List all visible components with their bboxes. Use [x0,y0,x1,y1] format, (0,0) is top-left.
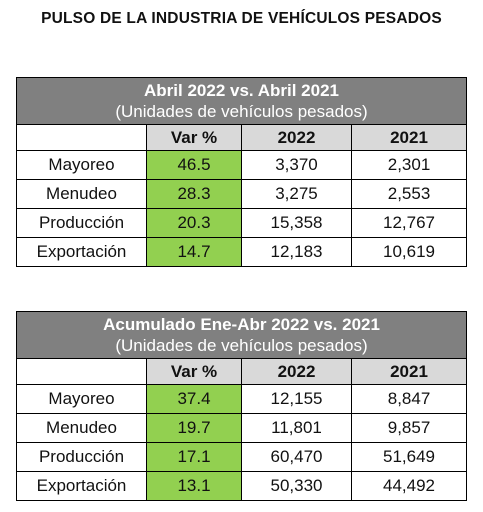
value-2021: 2,553 [350,179,468,209]
column-header-2021: 2021 [350,358,468,385]
table-row: Producción 20.3 15,358 12,767 [16,208,468,238]
row-label: Producción [16,442,147,472]
row-label: Menudeo [16,413,147,443]
value-2022: 60,470 [241,442,352,472]
column-header-2022: 2022 [241,358,352,385]
value-2021: 2,301 [350,150,468,180]
monthly-comparison-table: Abril 2022 vs. Abril 2021 (Unidades de v… [15,77,468,267]
table-row: Mayoreo 46.5 3,370 2,301 [16,150,468,180]
table-title: Acumulado Ene-Abr 2022 vs. 2021 [103,315,380,334]
value-2021: 12,767 [350,208,468,238]
table-subtitle: (Unidades de vehículos pesados) [115,336,368,355]
var-value: 17.1 [146,442,242,472]
value-2021: 44,492 [350,471,468,501]
column-header-row: Var % 2022 2021 [16,358,468,385]
table-header: Acumulado Ene-Abr 2022 vs. 2021 (Unidade… [15,311,468,359]
table-title: Abril 2022 vs. Abril 2021 [144,81,339,100]
column-header-2021: 2021 [350,124,468,151]
table-row: Mayoreo 37.4 12,155 8,847 [16,384,468,414]
value-2022: 15,358 [241,208,352,238]
var-value: 37.4 [146,384,242,414]
value-2022: 3,370 [241,150,352,180]
var-value: 13.1 [146,471,242,501]
row-label: Menudeo [16,179,147,209]
column-header-blank [16,358,147,385]
row-label: Mayoreo [16,150,147,180]
value-2022: 3,275 [241,179,352,209]
value-2021: 9,857 [350,413,468,443]
value-2022: 50,330 [241,471,352,501]
table-row: Menudeo 19.7 11,801 9,857 [16,413,468,443]
value-2021: 10,619 [350,237,468,267]
table-subtitle: (Unidades de vehículos pesados) [115,102,368,121]
column-header-var: Var % [146,358,242,385]
var-value: 14.7 [146,237,242,267]
column-header-2022: 2022 [241,124,352,151]
page-title: PULSO DE LA INDUSTRIA DE VEHÍCULOS PESAD… [41,10,442,27]
row-label: Mayoreo [16,384,147,414]
table-row: Producción 17.1 60,470 51,649 [16,442,468,472]
table-row: Menudeo 28.3 3,275 2,553 [16,179,468,209]
column-header-blank [16,124,147,151]
var-value: 28.3 [146,179,242,209]
table-header-row: Abril 2022 vs. Abril 2021 (Unidades de v… [15,77,468,125]
table-header-row: Acumulado Ene-Abr 2022 vs. 2021 (Unidade… [15,311,468,359]
value-2022: 12,155 [241,384,352,414]
var-value: 19.7 [146,413,242,443]
value-2022: 12,183 [241,237,352,267]
value-2022: 11,801 [241,413,352,443]
cumulative-comparison-table: Acumulado Ene-Abr 2022 vs. 2021 (Unidade… [15,311,468,501]
row-label: Exportación [16,471,147,501]
row-label: Exportación [16,237,147,267]
value-2021: 8,847 [350,384,468,414]
table-header: Abril 2022 vs. Abril 2021 (Unidades de v… [15,77,468,125]
column-header-var: Var % [146,124,242,151]
table-row: Exportación 14.7 12,183 10,619 [16,237,468,267]
row-label: Producción [16,208,147,238]
column-header-row: Var % 2022 2021 [16,124,468,151]
var-value: 46.5 [146,150,242,180]
value-2021: 51,649 [350,442,468,472]
var-value: 20.3 [146,208,242,238]
table-row: Exportación 13.1 50,330 44,492 [16,471,468,501]
